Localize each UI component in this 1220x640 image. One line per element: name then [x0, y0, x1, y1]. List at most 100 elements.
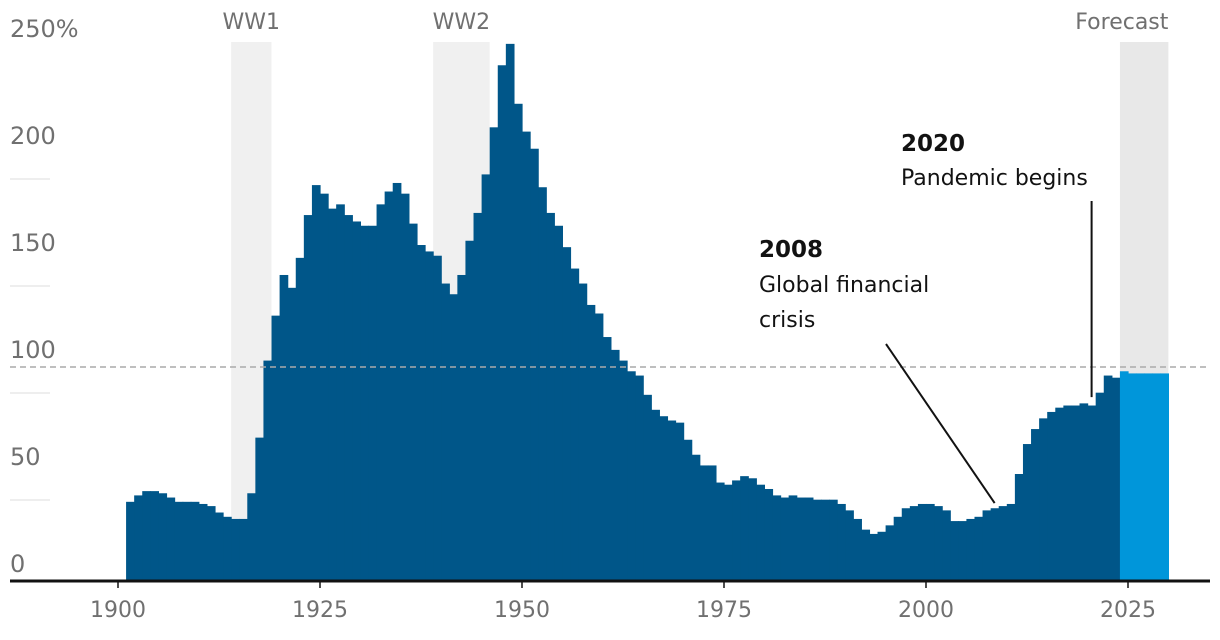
- bar-historical: [214, 512, 224, 581]
- bar-historical: [182, 501, 192, 581]
- bar-historical: [231, 518, 240, 581]
- period-label-ww1: WW1: [223, 10, 281, 35]
- bar-historical: [837, 503, 846, 581]
- bar-historical: [1095, 392, 1105, 581]
- annotation-2008-text-line1: Global financial: [759, 273, 929, 298]
- bar-forecast: [1152, 373, 1161, 581]
- bar-historical: [715, 482, 725, 581]
- bar-historical: [384, 191, 394, 581]
- annotation-2020-year: 2020: [901, 131, 965, 157]
- bar-historical: [150, 491, 159, 581]
- bar-historical: [408, 223, 418, 581]
- bar-historical: [966, 518, 976, 581]
- bar-historical: [287, 287, 297, 581]
- bar-historical: [505, 43, 515, 582]
- period-label-ww2: WW2: [433, 10, 491, 35]
- bar-historical: [255, 437, 265, 581]
- annotation-2020: 2020 Pandemic begins: [901, 131, 1093, 398]
- bar-historical: [942, 510, 951, 581]
- bar-historical: [522, 131, 531, 581]
- bar-historical: [1031, 429, 1040, 581]
- bar-historical: [328, 208, 337, 581]
- bar-historical: [764, 488, 774, 581]
- bar-historical: [239, 518, 248, 581]
- bar-historical: [926, 503, 935, 581]
- bar-forecast: [1144, 373, 1153, 581]
- bar-historical: [950, 521, 959, 581]
- bar-historical: [134, 495, 143, 581]
- bar-historical: [247, 493, 256, 581]
- bar-historical: [457, 274, 467, 581]
- bar-historical: [279, 274, 289, 581]
- bar-historical: [190, 501, 200, 581]
- bar-historical: [691, 454, 701, 581]
- y-tick-label: 0: [10, 550, 25, 578]
- bar-historical: [263, 360, 273, 581]
- bar-historical: [530, 148, 539, 581]
- bar-historical: [901, 508, 911, 581]
- bar-forecast: [1128, 373, 1137, 581]
- bar-historical: [683, 439, 693, 581]
- bar-historical: [223, 516, 232, 581]
- bar-historical: [376, 204, 386, 582]
- bar-historical: [643, 394, 652, 581]
- bar-historical: [732, 480, 741, 581]
- bar-historical: [667, 420, 677, 581]
- bar-historical: [635, 375, 644, 581]
- annotation-2008: 2008 Global financial crisis: [759, 237, 996, 504]
- bar-historical: [489, 127, 499, 581]
- bar-historical: [1006, 503, 1016, 581]
- bar-historical: [416, 245, 426, 581]
- bar-historical: [158, 493, 168, 581]
- bar-historical: [1055, 407, 1064, 581]
- y-tick-label: 50: [10, 443, 41, 471]
- bar-historical: [804, 497, 814, 581]
- bar-historical: [449, 294, 458, 581]
- x-tick-label: 2025: [1100, 598, 1156, 623]
- bar-historical: [400, 193, 410, 581]
- bar-historical: [853, 518, 862, 581]
- bar-historical: [473, 212, 483, 582]
- bar-historical: [594, 313, 604, 581]
- x-tick-label: 1925: [292, 598, 348, 623]
- x-tick-label: 1950: [494, 598, 550, 623]
- bar-historical: [780, 497, 790, 581]
- bar-historical: [740, 476, 749, 581]
- bar-historical: [562, 247, 572, 581]
- period-label-forecast: Forecast: [1075, 10, 1168, 35]
- annotation-2008-text-line2: crisis: [759, 308, 815, 333]
- y-gridlines: [10, 178, 50, 501]
- bar-historical: [554, 225, 563, 581]
- bar-historical: [796, 497, 806, 581]
- historical-bars: [126, 43, 1121, 582]
- bar-historical: [1047, 411, 1056, 581]
- bar-historical: [958, 521, 967, 581]
- bar-historical: [917, 503, 927, 581]
- bar-historical: [1087, 405, 1097, 581]
- bar-historical: [1014, 474, 1024, 581]
- bar-historical: [570, 268, 580, 581]
- bar-historical: [602, 337, 612, 581]
- bar-historical: [441, 283, 450, 581]
- bar-historical: [699, 465, 709, 581]
- bar-historical: [174, 501, 184, 581]
- bar-historical: [320, 193, 329, 581]
- y-tick-label: 100: [10, 336, 56, 364]
- x-axis: 1900 1925 1950 1975 2000 2025: [90, 581, 1156, 623]
- bar-historical: [198, 503, 208, 581]
- bar-historical: [433, 255, 442, 581]
- bar-historical: [724, 484, 733, 581]
- bar-historical: [481, 174, 491, 581]
- x-tick-label: 1975: [696, 598, 752, 623]
- y-axis: 0 50 100 150 200 250%: [10, 15, 79, 578]
- bar-historical: [1079, 403, 1089, 581]
- bar-historical: [368, 225, 378, 581]
- bar-historical: [707, 465, 717, 581]
- bar-historical: [1111, 377, 1121, 581]
- bar-historical: [748, 478, 757, 581]
- bar-historical: [497, 65, 507, 581]
- bar-historical: [974, 516, 984, 581]
- bar-historical: [659, 416, 669, 581]
- bar-historical: [360, 225, 370, 581]
- bar-historical: [772, 495, 782, 581]
